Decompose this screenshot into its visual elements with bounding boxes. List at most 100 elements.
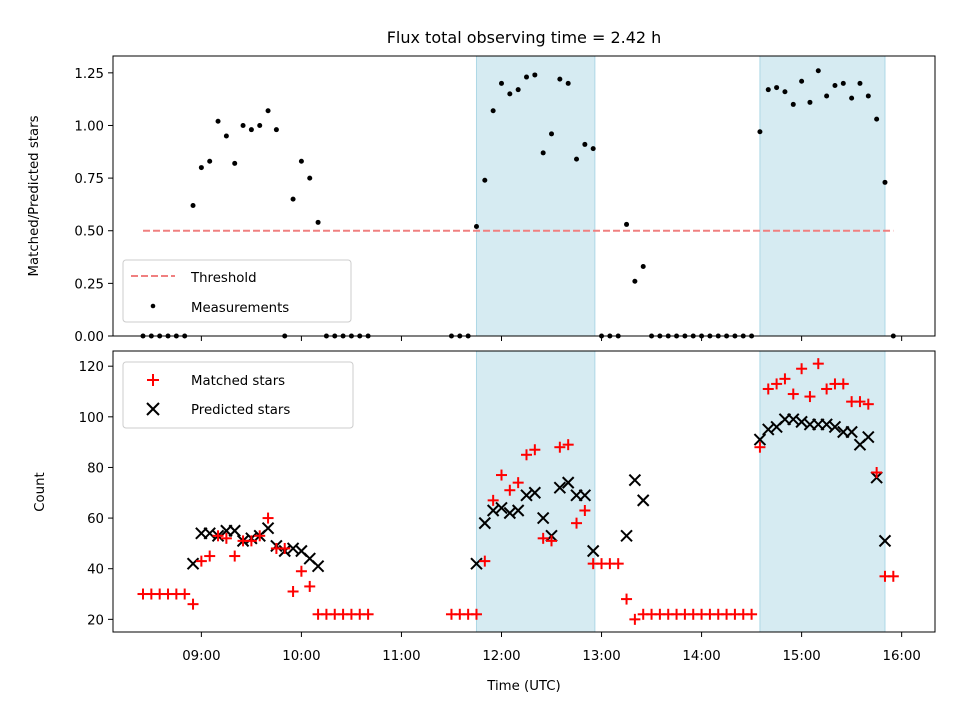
matched-point	[512, 477, 524, 489]
legend-threshold-label: Threshold	[190, 271, 257, 286]
measurement-point	[532, 72, 538, 78]
matched-point	[479, 555, 491, 567]
matched-point	[304, 580, 316, 592]
matched-point	[470, 608, 482, 620]
predicted-point	[561, 476, 575, 489]
predicted-point	[311, 559, 325, 573]
predicted-point	[878, 534, 892, 548]
bottom-y-tick-label: 100	[79, 411, 104, 426]
top-legend-box	[122, 259, 352, 323]
measurement-point	[824, 93, 830, 99]
matched-point	[796, 363, 808, 375]
top-x-ticks	[200, 336, 903, 341]
bottom-y-axis-label: Count	[33, 472, 48, 512]
measurement-point	[265, 108, 271, 114]
matched-point	[612, 558, 624, 570]
matched-point	[287, 585, 299, 597]
x-tick-label: 16:00	[882, 649, 920, 664]
measurement-point	[198, 165, 204, 171]
bottom-legend-box	[122, 361, 354, 429]
matched-point	[546, 535, 558, 547]
matched-point	[862, 398, 874, 410]
predicted-point	[762, 423, 775, 436]
measurement-point	[190, 202, 196, 208]
matched-point	[629, 613, 641, 625]
top-y-axis-label: Matched/Predicted stars	[27, 115, 42, 276]
measurement-point	[640, 264, 646, 270]
top-y-tick-label: 1.00	[74, 119, 104, 134]
matched-point	[579, 504, 591, 516]
predicted-point	[495, 501, 508, 515]
measurement-point	[757, 129, 763, 135]
bottom-panel: 20 40 60 80 100 120 09:00 10:00 11:00 12:00 13:00…	[33, 350, 936, 694]
predicted-point	[578, 489, 592, 502]
matched-point	[804, 391, 816, 403]
shaded-region	[759, 55, 886, 337]
bottom-y-tick-label: 20	[87, 613, 104, 628]
matched-point	[754, 441, 766, 453]
bottom-y-tick-label: 80	[87, 461, 104, 476]
measurement-point	[807, 99, 813, 105]
predicted-point	[862, 430, 875, 444]
top-legend: Threshold Measurements	[122, 259, 352, 323]
measurement-point	[490, 108, 496, 114]
matched-point	[521, 449, 533, 461]
matched-point	[195, 555, 207, 567]
predicted-point	[828, 420, 842, 434]
predicted-point	[478, 516, 492, 530]
predicted-point	[553, 481, 567, 494]
predicted-point	[620, 529, 633, 543]
matched-point	[245, 535, 257, 547]
measurement-point	[790, 101, 796, 107]
matched-point	[537, 532, 549, 544]
bottom-axes-frame	[112, 350, 936, 633]
top-panel: 0.00 0.25 0.50 0.75 1.00 1.25 Flux total obse…	[27, 28, 936, 345]
top-y-ticks: 0.00 0.25 0.50 0.75 1.00 1.25	[74, 67, 113, 345]
predicted-point	[528, 486, 542, 499]
measurement-point	[857, 80, 863, 86]
legend-measurements-swatch	[150, 303, 156, 309]
predicted-point	[586, 544, 600, 558]
predicted-point	[628, 473, 642, 487]
measurements-series	[140, 68, 896, 339]
predicted-point	[203, 527, 216, 540]
measurement-point	[524, 74, 530, 80]
predicted-point	[753, 433, 767, 446]
measurement-point	[582, 141, 588, 147]
predicted-point	[186, 557, 200, 570]
measurement-point	[307, 175, 313, 181]
measurement-point	[549, 131, 555, 137]
measurement-point	[273, 127, 279, 133]
bottom-legend: Matched stars Predicted stars	[122, 361, 354, 429]
matched-point	[887, 570, 899, 582]
measurement-point	[865, 93, 871, 99]
measurement-point	[232, 160, 238, 166]
matched-point	[487, 494, 499, 506]
measurement-point	[223, 133, 229, 139]
matched-point	[279, 542, 291, 554]
measurement-point	[565, 80, 571, 86]
measurement-point	[765, 87, 771, 93]
predicted-point	[637, 494, 650, 507]
x-tick-label: 10:00	[282, 649, 320, 664]
measurement-point	[590, 146, 596, 152]
matched-point	[529, 444, 541, 456]
matched-point	[771, 378, 783, 390]
matched-point	[762, 383, 774, 395]
measurement-point	[632, 278, 638, 284]
matched-point	[746, 608, 758, 620]
x-tick-label: 15:00	[782, 649, 820, 664]
top-y-tick-label: 0.00	[74, 330, 104, 345]
matched-point	[562, 439, 574, 451]
matched-stars-series	[137, 358, 899, 625]
matched-point	[254, 530, 266, 542]
matched-point	[187, 598, 199, 610]
measurement-point	[874, 116, 880, 122]
predicted-point	[845, 425, 858, 439]
measurement-point	[557, 76, 563, 82]
top-y-tick-label: 0.50	[74, 225, 104, 240]
predicted-point	[787, 413, 800, 426]
matched-point	[621, 593, 633, 605]
matched-point	[571, 517, 583, 529]
